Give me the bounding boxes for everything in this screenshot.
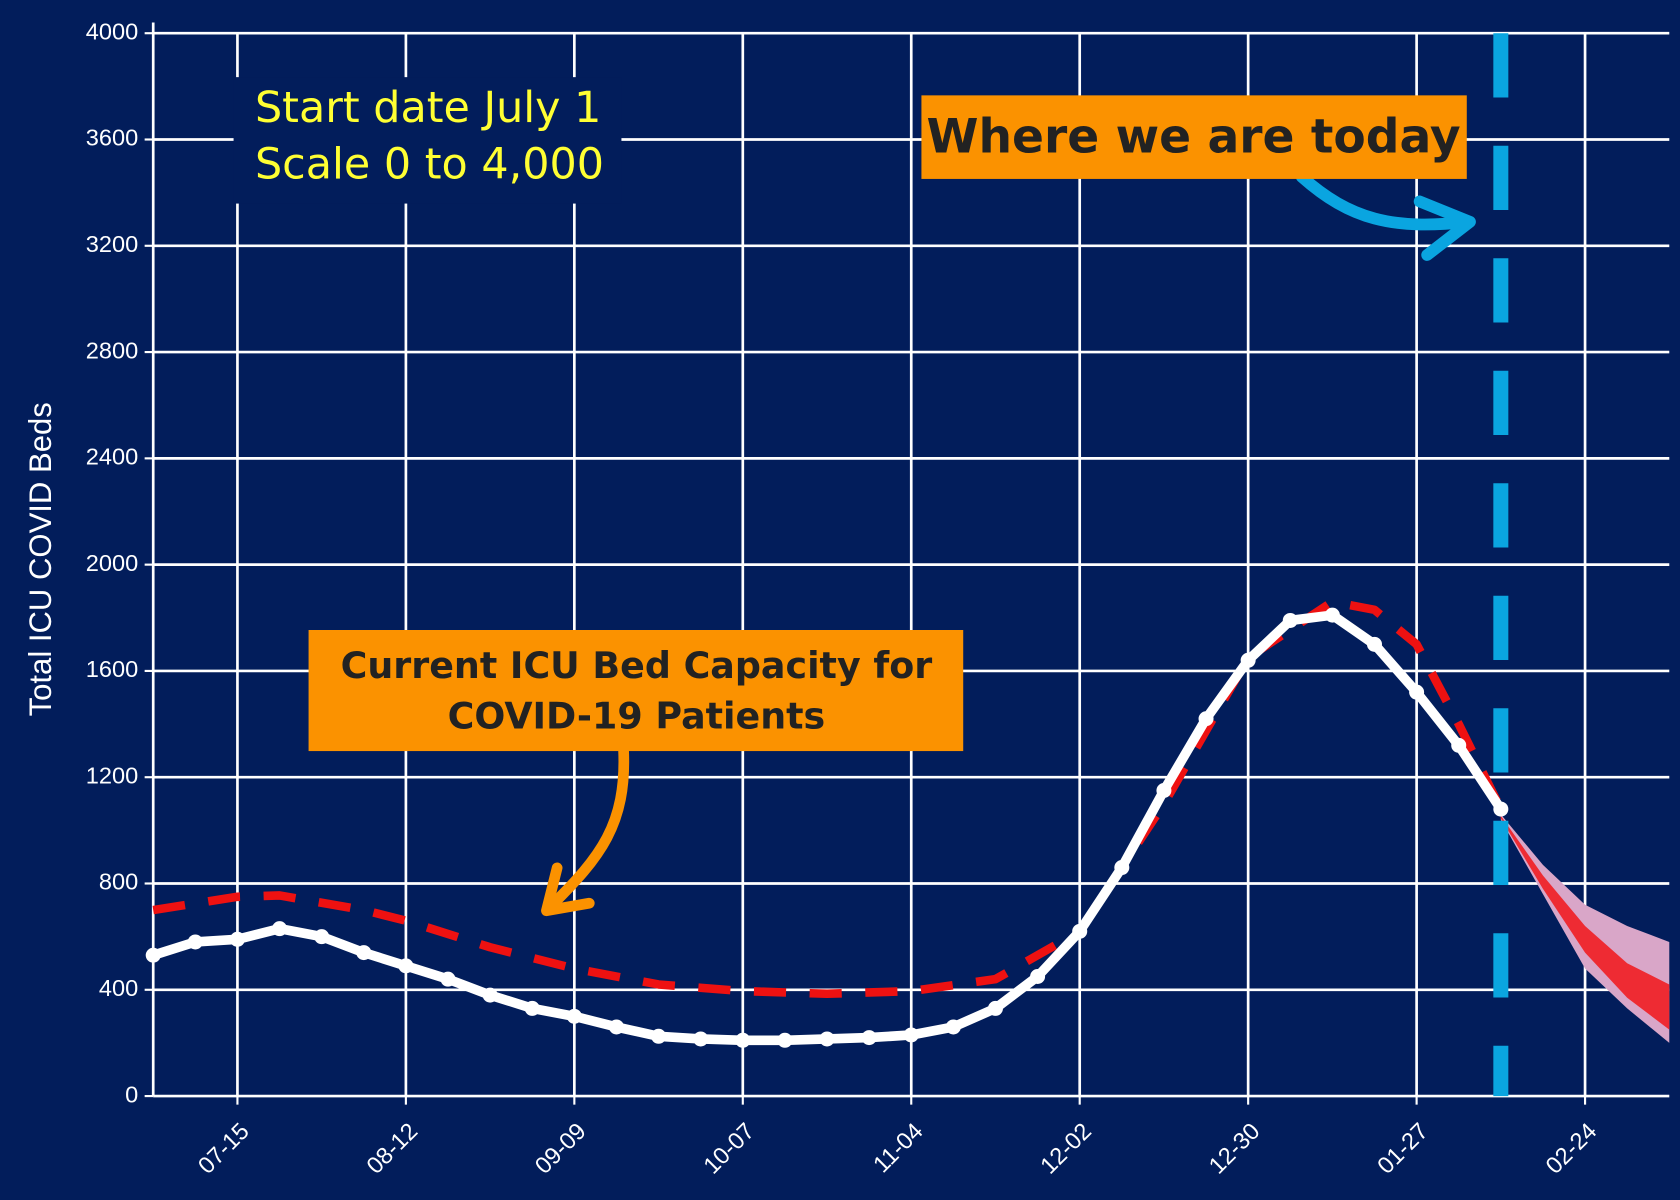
data-point [187,934,203,950]
y-tick-label: 0 [125,1081,138,1107]
y-tick-label: 3600 [86,125,138,151]
y-tick-label: 3200 [86,231,138,257]
data-point [693,1031,709,1047]
data-point [945,1019,961,1035]
data-point [314,929,330,945]
start-box [233,77,622,204]
data-point [777,1032,793,1048]
data-point [1493,801,1509,817]
data-point [229,931,245,947]
data-point [1366,636,1382,652]
capacity-note: Current ICU Bed Capacity for [341,644,933,687]
data-point [1409,684,1425,700]
data-point [651,1028,667,1044]
data-point [861,1030,877,1046]
data-point [819,1031,835,1047]
y-tick-label: 1600 [86,656,138,682]
start-note: Scale 0 to 4,000 [255,140,604,190]
arrow [1295,170,1474,231]
data-point [1156,783,1172,798]
data-point [1072,923,1088,939]
data-point [440,971,456,987]
data-point [1451,737,1467,753]
data-point [272,921,288,937]
data-point [608,1019,624,1035]
data-point [482,987,498,1003]
y-tick-label: 2800 [86,337,138,363]
y-tick-label: 2000 [86,550,138,576]
data-point [1198,711,1214,727]
annotations: Start date July 1 Scale 0 to 4,000 Where… [233,77,1476,917]
data-point [1114,860,1130,876]
y-tick-label: 2400 [86,444,138,470]
data-point [356,945,372,961]
y-tick-label: 4000 [86,18,138,44]
data-point [145,947,161,963]
data-point [1030,969,1046,984]
today-note: Where we are today [927,109,1461,164]
forecast-band [1500,815,1670,1030]
data-point [1282,612,1298,628]
capacity-box [308,630,964,752]
y-tick-label: 400 [99,975,138,1001]
series-line [152,597,1505,999]
data-point [987,1000,1003,1016]
data-point [1324,607,1340,623]
data-point [398,958,414,974]
arrow-head [1413,195,1476,261]
marks [145,33,1670,1097]
data-point [735,1032,751,1048]
data-point [566,1008,582,1024]
data-point [1240,652,1256,668]
y-axis-label: Total ICU COVID Beds [23,402,58,716]
arrow-head [541,862,595,917]
data-point [903,1027,919,1043]
y-tick-label: 1200 [86,762,138,788]
today-box [921,95,1467,179]
data-point [524,1000,540,1016]
y-tick-label: 800 [99,869,138,895]
capacity-note: COVID-19 Patients [448,694,826,737]
start-note: Start date July 1 [255,83,601,133]
arrow [546,744,630,911]
